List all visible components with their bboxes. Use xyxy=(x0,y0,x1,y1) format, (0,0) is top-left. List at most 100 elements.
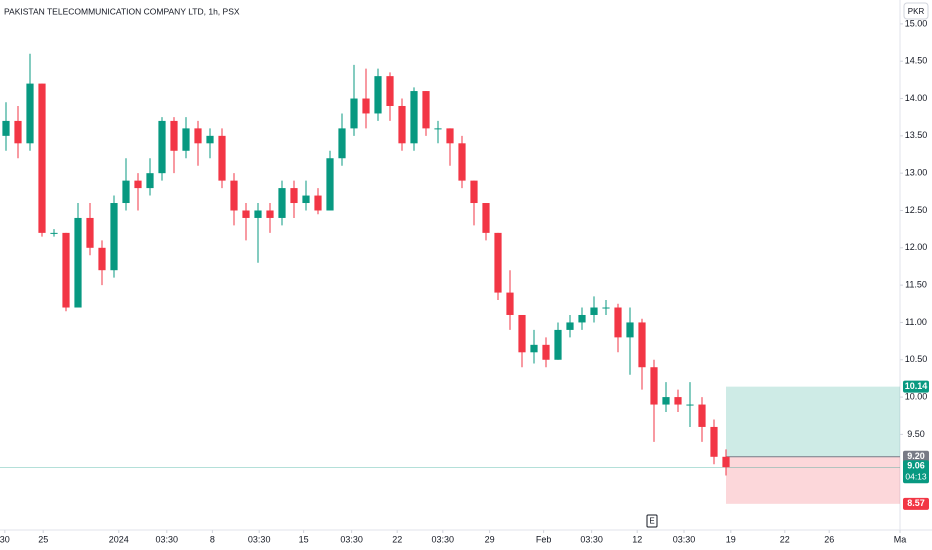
y-tick-label: 15.00 xyxy=(905,18,928,28)
candle-body xyxy=(602,307,610,309)
candle-body xyxy=(110,203,118,271)
candle-body xyxy=(590,307,598,315)
candle-body xyxy=(722,456,730,468)
candle-body xyxy=(566,322,574,330)
candle-body xyxy=(710,426,718,457)
y-tick-label: 13.00 xyxy=(905,168,928,178)
x-tick-label: 30 xyxy=(0,534,10,544)
candle-body xyxy=(374,76,382,114)
candle-body xyxy=(410,91,418,144)
x-tick-label: 29 xyxy=(485,534,495,544)
x-tick-label: 22 xyxy=(780,534,790,544)
currency[interactable]: PKR xyxy=(908,7,925,16)
last-price-label: 9.06 xyxy=(907,461,925,471)
x-tick-label: Ma xyxy=(894,534,907,544)
y-tick-label: 11.00 xyxy=(905,317,927,327)
candle-body xyxy=(86,217,94,248)
profit-zone xyxy=(726,386,900,457)
candle-body xyxy=(494,232,502,293)
candle-body xyxy=(386,76,394,106)
candle-body xyxy=(338,128,346,159)
candle-body xyxy=(350,98,358,129)
candle-body xyxy=(38,83,46,233)
candle-body xyxy=(674,397,682,405)
candle-body xyxy=(506,292,514,315)
candle-body xyxy=(458,143,466,181)
y-tick-label: 10.00 xyxy=(905,391,928,401)
x-tick-label: 2024 xyxy=(109,534,129,544)
entry-label-bg xyxy=(903,450,929,463)
y-tick-label: 10.50 xyxy=(905,354,928,364)
candle-body xyxy=(422,91,430,129)
currency-box[interactable] xyxy=(903,2,929,20)
candle-body xyxy=(398,105,406,144)
x-tick-label: 03:30 xyxy=(340,534,363,544)
candle-body xyxy=(254,210,262,218)
last-price-label-bg xyxy=(903,460,929,484)
x-tick-label: 15 xyxy=(299,534,309,544)
candle-body xyxy=(206,135,214,144)
candle-body xyxy=(2,120,10,136)
x-tick-label: 03:30 xyxy=(580,534,603,544)
candle-body xyxy=(518,314,526,353)
candle-body xyxy=(530,344,538,353)
candle-body xyxy=(218,135,226,181)
candle-body xyxy=(578,314,586,323)
y-tick-label: 14.00 xyxy=(905,93,928,103)
event-marker-box[interactable] xyxy=(646,514,658,528)
candle-body xyxy=(230,180,238,211)
x-tick-label: 22 xyxy=(392,534,402,544)
candle-body xyxy=(470,180,478,204)
candle-body xyxy=(182,128,190,151)
candle-body xyxy=(626,322,634,338)
candle-body xyxy=(158,120,166,174)
candle-body xyxy=(434,128,442,130)
x-tick-label: 03:30 xyxy=(673,534,696,544)
candle-body xyxy=(14,120,22,144)
chart-title: PAKISTAN TELECOMMUNICATION COMPANY LTD, … xyxy=(4,6,240,16)
candle-body xyxy=(614,307,622,338)
y-tick-label: 12.00 xyxy=(905,242,928,252)
candle-body xyxy=(170,120,178,151)
candle-body xyxy=(314,195,322,211)
candle-body xyxy=(446,128,454,144)
candle-body xyxy=(62,232,70,308)
candle-body xyxy=(146,173,154,189)
target-label: 10.14 xyxy=(905,381,928,391)
target-label-bg xyxy=(903,380,929,393)
x-tick-label: 12 xyxy=(632,534,642,544)
candle-body xyxy=(278,188,286,218)
candle-body xyxy=(326,158,334,211)
x-tick-label: 19 xyxy=(726,534,736,544)
candle-body xyxy=(194,128,202,144)
candle-body xyxy=(122,180,130,204)
x-tick-label: 26 xyxy=(824,534,834,544)
y-tick-label: 11.50 xyxy=(905,279,927,289)
x-tick-label: 03:30 xyxy=(156,534,179,544)
stop-label: 8.57 xyxy=(907,498,925,508)
y-tick-label: 14.50 xyxy=(905,56,928,66)
candle-body xyxy=(542,344,550,360)
candle-body xyxy=(242,210,250,218)
candle-body xyxy=(290,188,298,204)
candle-body xyxy=(686,404,694,406)
candle-body xyxy=(266,210,274,218)
y-tick-label: 13.50 xyxy=(905,130,928,140)
candle-body xyxy=(698,404,706,427)
x-tick-label: 03:30 xyxy=(432,534,455,544)
x-tick-label: Feb xyxy=(536,534,552,544)
y-tick-label: 9.50 xyxy=(907,429,925,439)
entry-label: 9.20 xyxy=(907,451,925,461)
candle-body xyxy=(98,247,106,271)
candle-body xyxy=(362,98,370,114)
candle-body xyxy=(26,83,34,144)
candle-body xyxy=(50,232,58,234)
event-marker[interactable]: E xyxy=(649,517,654,526)
candle-body xyxy=(650,367,658,405)
candle-body xyxy=(482,203,490,233)
candle-body xyxy=(638,322,646,368)
plot-area xyxy=(0,53,900,504)
x-tick-label: 8 xyxy=(210,534,215,544)
x-tick-label: 25 xyxy=(38,534,48,544)
